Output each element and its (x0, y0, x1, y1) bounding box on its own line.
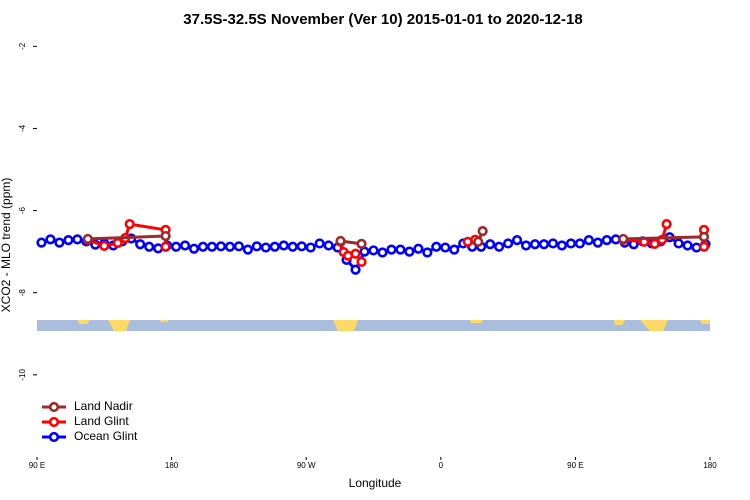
point (63, 235, 74, 246)
point (538, 239, 550, 250)
y-tick-label: -6 (18, 206, 27, 214)
point (335, 235, 346, 247)
legend-label: Land Glint (74, 414, 129, 428)
x-tick-label: 0 (439, 461, 444, 470)
legend-marker (48, 416, 60, 428)
point (215, 241, 227, 252)
x-tick-label: 90 E (567, 461, 583, 470)
point (170, 241, 182, 252)
point (356, 238, 367, 249)
point (661, 219, 672, 230)
point (485, 239, 496, 250)
y-tick-label: -2 (18, 42, 27, 50)
point (242, 244, 253, 255)
point (503, 238, 514, 249)
point (574, 238, 585, 249)
point (54, 237, 65, 248)
map-strip (37, 320, 710, 331)
x-tick-label: 180 (703, 461, 717, 470)
point (314, 238, 325, 249)
point (350, 248, 361, 259)
legend-label: Ocean Glint (74, 429, 138, 443)
point (251, 241, 262, 252)
chart-title: 37.5S-32.5S November (Ver 10) 2015-01-01… (183, 11, 582, 28)
point (368, 245, 379, 256)
y-tick-label: -8 (18, 289, 27, 297)
legend-marker (48, 401, 60, 413)
point (269, 241, 280, 252)
point (160, 241, 171, 252)
point (278, 240, 289, 251)
point (565, 238, 577, 249)
point (112, 237, 123, 249)
point (233, 241, 244, 252)
point (45, 234, 56, 245)
point (260, 242, 271, 253)
point (473, 236, 484, 247)
point (422, 247, 433, 258)
point (356, 256, 367, 268)
point (377, 247, 388, 258)
point (511, 235, 523, 246)
point (556, 240, 568, 251)
point (124, 219, 135, 230)
point (601, 235, 612, 246)
x-axis-label: Longitude (349, 476, 402, 490)
point (197, 241, 209, 252)
y-axis-label: XCO2 - MLO trend (ppm) (0, 178, 13, 313)
point (323, 240, 334, 251)
point (99, 240, 110, 252)
point (359, 246, 370, 257)
point (386, 244, 397, 255)
legend-marker (48, 431, 60, 443)
point (547, 238, 559, 249)
point (618, 233, 629, 245)
x-tick-label: 180 (165, 461, 179, 470)
point (404, 246, 415, 257)
point (36, 237, 47, 248)
y-tick-label: -10 (18, 369, 27, 381)
series-line (87, 230, 705, 246)
x-tick-label: 90 E (29, 461, 45, 470)
point (179, 240, 191, 251)
point (682, 240, 693, 251)
point (72, 234, 83, 245)
point (395, 244, 406, 255)
point (698, 231, 710, 242)
point (350, 264, 361, 275)
point (520, 240, 532, 251)
point (649, 238, 660, 249)
x-tick-label: 90 W (297, 461, 316, 470)
point (673, 238, 684, 249)
point (431, 241, 442, 252)
point (529, 239, 541, 250)
point (449, 244, 460, 255)
point (206, 241, 218, 252)
point (188, 243, 200, 254)
point (440, 242, 451, 253)
point (287, 241, 298, 252)
point (592, 237, 603, 248)
point (413, 243, 424, 254)
point (160, 230, 171, 242)
point (583, 235, 594, 246)
y-tick-label: -4 (18, 124, 27, 132)
legend-label: Land Nadir (74, 399, 133, 413)
point (698, 241, 710, 252)
series-line (87, 222, 706, 263)
point (494, 241, 505, 252)
point (224, 241, 236, 252)
point (296, 241, 307, 252)
point (135, 239, 146, 250)
point (305, 242, 316, 253)
point (144, 241, 155, 252)
point (477, 226, 488, 237)
point (82, 233, 93, 245)
